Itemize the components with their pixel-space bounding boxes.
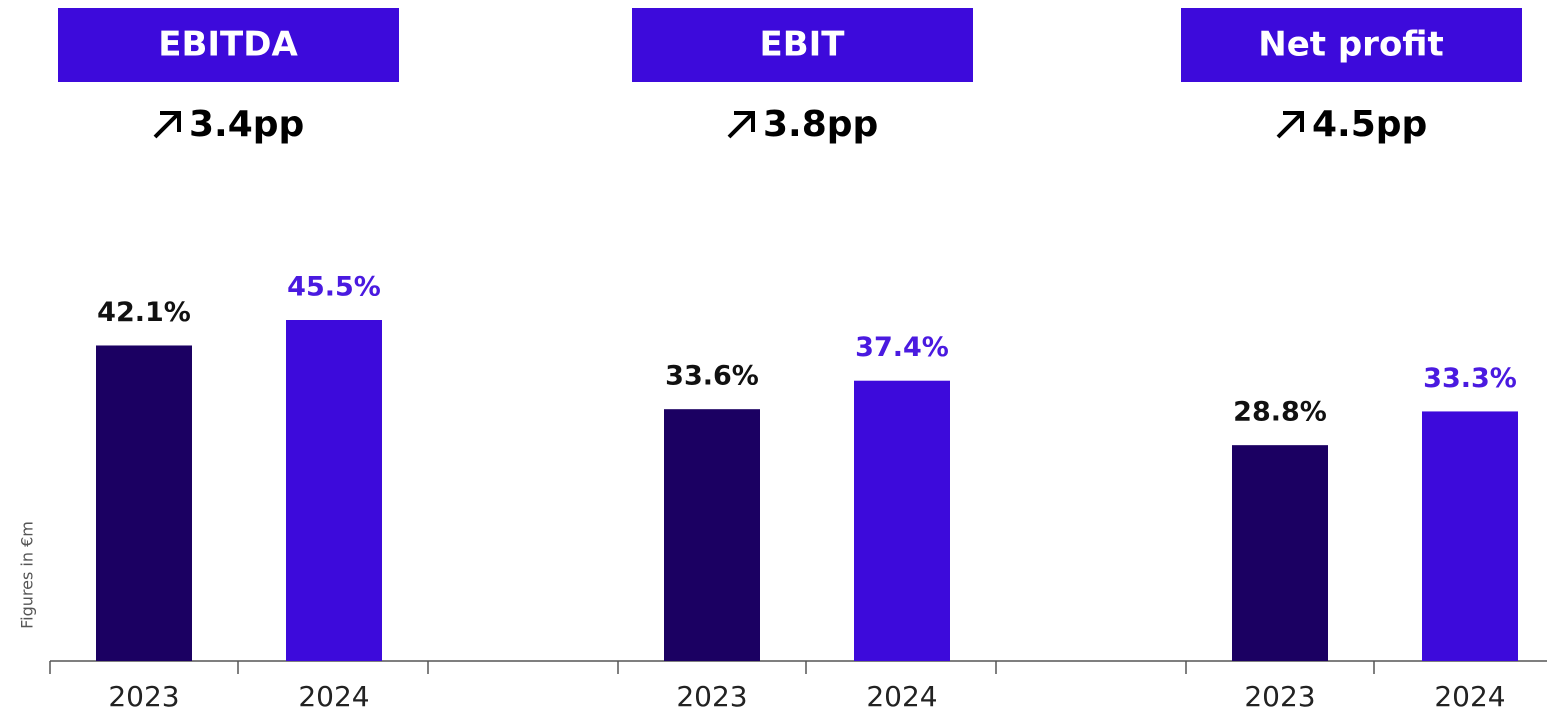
bar <box>1422 411 1518 661</box>
value-label: 28.8% <box>1233 397 1327 428</box>
arrow-icon <box>727 111 755 139</box>
x-tick-label: 2024 <box>866 680 937 713</box>
value-label: 37.4% <box>855 332 949 363</box>
title-box <box>632 8 973 82</box>
x-tick-label: 2024 <box>298 680 369 713</box>
x-tick-label: 2023 <box>1244 680 1315 713</box>
annotation: 3.4pp <box>189 104 304 145</box>
value-label: 42.1% <box>97 297 191 328</box>
bar <box>1232 445 1328 661</box>
value-label: 45.5% <box>287 272 381 303</box>
arrow-icon <box>1276 111 1304 139</box>
value-label: 33.6% <box>665 361 759 392</box>
title-box <box>58 8 399 82</box>
chart-title: Net profit <box>1258 25 1444 65</box>
chart-title: EBIT <box>760 25 846 65</box>
y-axis-label: Figures in €m <box>18 521 37 629</box>
x-tick-label: 2023 <box>676 680 747 713</box>
arrow-icon <box>153 111 181 139</box>
bar <box>286 320 382 661</box>
chart-title: EBITDA <box>158 25 298 65</box>
bar <box>96 345 192 661</box>
annotation: 4.5pp <box>1312 104 1427 145</box>
title-box <box>1181 8 1522 82</box>
value-label: 33.3% <box>1423 363 1517 394</box>
x-tick-label: 2023 <box>108 680 179 713</box>
bar <box>854 380 950 661</box>
x-tick-label: 2024 <box>1434 680 1505 713</box>
annotation: 3.8pp <box>763 104 878 145</box>
bar <box>664 409 760 661</box>
